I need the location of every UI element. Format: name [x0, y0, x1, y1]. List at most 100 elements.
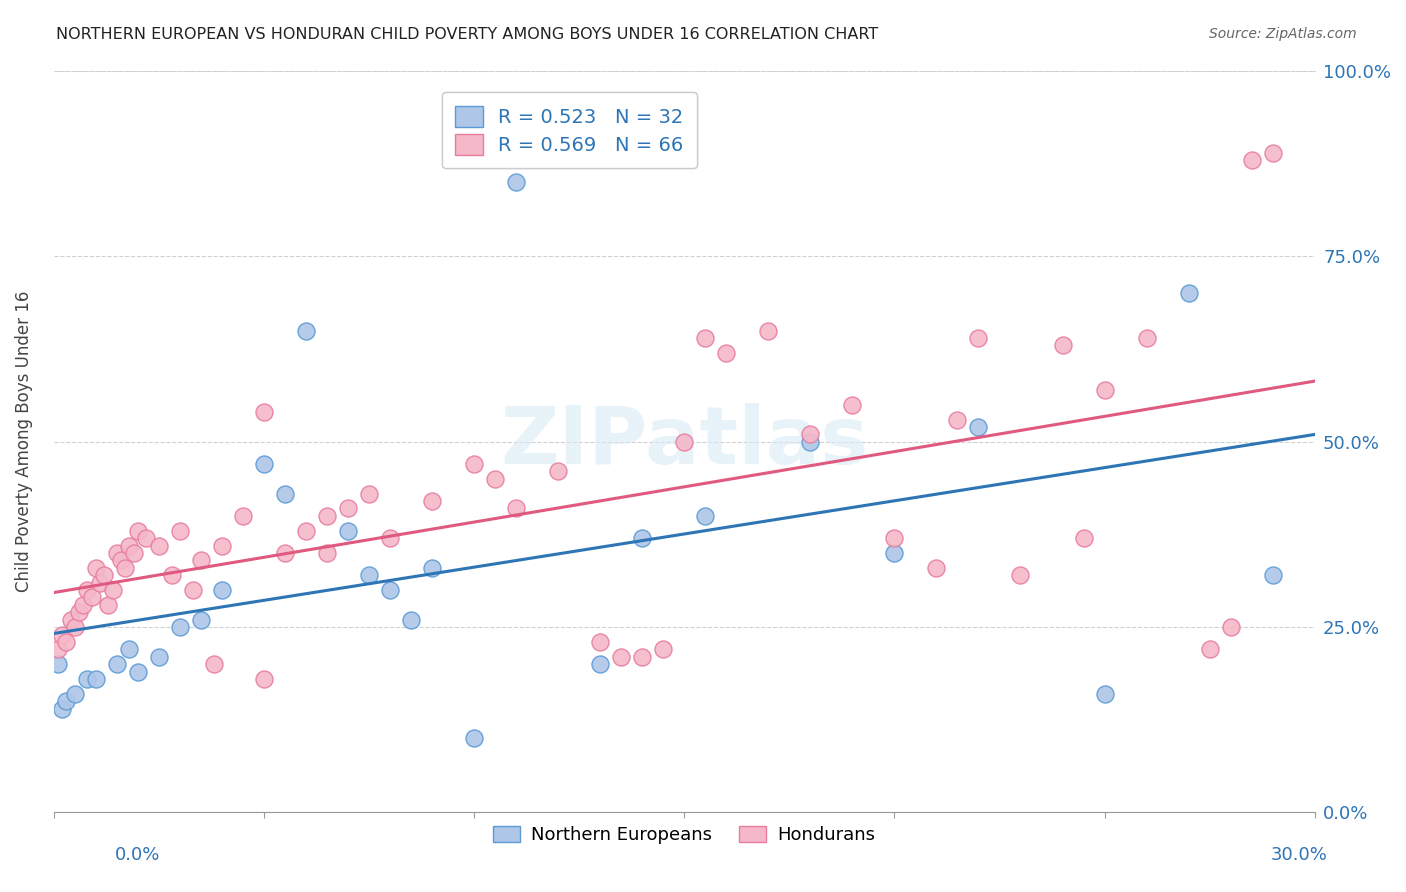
Point [181, 582, 204, 597]
Point [484, 472, 506, 486]
Point [799, 434, 821, 449]
Point [695, 508, 717, 523]
Point [76, 672, 98, 686]
Point [589, 657, 612, 672]
Point [631, 649, 654, 664]
Point [232, 508, 254, 523]
Point [211, 539, 233, 553]
Point [118, 539, 141, 553]
Point [1177, 286, 1199, 301]
Point [378, 582, 401, 597]
Point [1261, 568, 1284, 582]
Point [841, 398, 863, 412]
Point [1073, 531, 1095, 545]
Point [1219, 620, 1241, 634]
Point [463, 731, 485, 746]
Point [211, 582, 233, 597]
Point [253, 457, 276, 471]
Point [76, 582, 98, 597]
Point [148, 539, 170, 553]
Point [337, 501, 360, 516]
Point [84, 561, 107, 575]
Point [399, 613, 422, 627]
Point [160, 568, 183, 582]
Point [190, 613, 212, 627]
Point [169, 620, 191, 634]
Point [357, 486, 380, 500]
Point [122, 546, 145, 560]
Point [505, 501, 527, 516]
Point [63, 620, 86, 634]
Point [51, 627, 73, 641]
Point [93, 568, 115, 582]
Point [89, 575, 111, 590]
Point [883, 531, 905, 545]
Point [253, 405, 276, 419]
Point [84, 672, 107, 686]
Point [799, 427, 821, 442]
Point [190, 553, 212, 567]
Legend: R = 0.523   N = 32, R = 0.569   N = 66: R = 0.523 N = 32, R = 0.569 N = 66 [441, 92, 697, 169]
Point [253, 672, 276, 686]
Point [967, 420, 990, 434]
Point [114, 561, 136, 575]
Point [716, 346, 738, 360]
Point [202, 657, 225, 672]
Point [946, 412, 969, 426]
Point [463, 457, 485, 471]
Point [316, 508, 339, 523]
Point [1240, 153, 1263, 167]
Point [59, 613, 82, 627]
Point [127, 524, 149, 538]
Point [1261, 145, 1284, 160]
Point [967, 331, 990, 345]
Text: NORTHERN EUROPEAN VS HONDURAN CHILD POVERTY AMONG BOYS UNDER 16 CORRELATION CHAR: NORTHERN EUROPEAN VS HONDURAN CHILD POVE… [56, 27, 879, 42]
Point [925, 561, 948, 575]
Point [589, 635, 612, 649]
Point [72, 598, 94, 612]
Point [1198, 642, 1220, 657]
Point [295, 324, 318, 338]
Point [337, 524, 360, 538]
Point [547, 465, 569, 479]
Point [55, 635, 77, 649]
Text: Source: ZipAtlas.com: Source: ZipAtlas.com [1209, 27, 1357, 41]
Point [1094, 383, 1116, 397]
Point [51, 701, 73, 715]
Point [316, 546, 339, 560]
Point [118, 642, 141, 657]
Point [378, 531, 401, 545]
Point [357, 568, 380, 582]
Point [1010, 568, 1032, 582]
Point [67, 605, 90, 619]
Point [695, 331, 717, 345]
Point [46, 657, 69, 672]
Point [1094, 687, 1116, 701]
Point [101, 582, 124, 597]
Point [105, 657, 128, 672]
Point [105, 546, 128, 560]
Point [295, 524, 318, 538]
Point [63, 687, 86, 701]
Point [420, 494, 443, 508]
Point [673, 434, 696, 449]
Point [505, 175, 527, 189]
Point [135, 531, 157, 545]
Point [169, 524, 191, 538]
Point [1135, 331, 1157, 345]
Point [756, 324, 779, 338]
Point [127, 665, 149, 679]
Point [652, 642, 675, 657]
Point [420, 561, 443, 575]
Point [1052, 338, 1074, 352]
Point [80, 591, 103, 605]
Text: 0.0%: 0.0% [115, 846, 160, 863]
Point [46, 642, 69, 657]
Point [97, 598, 120, 612]
Y-axis label: Child Poverty Among Boys Under 16: Child Poverty Among Boys Under 16 [15, 291, 32, 592]
Point [148, 649, 170, 664]
Point [610, 649, 633, 664]
Text: ZIPatlas: ZIPatlas [501, 403, 869, 481]
Text: 30.0%: 30.0% [1271, 846, 1327, 863]
Point [274, 486, 297, 500]
